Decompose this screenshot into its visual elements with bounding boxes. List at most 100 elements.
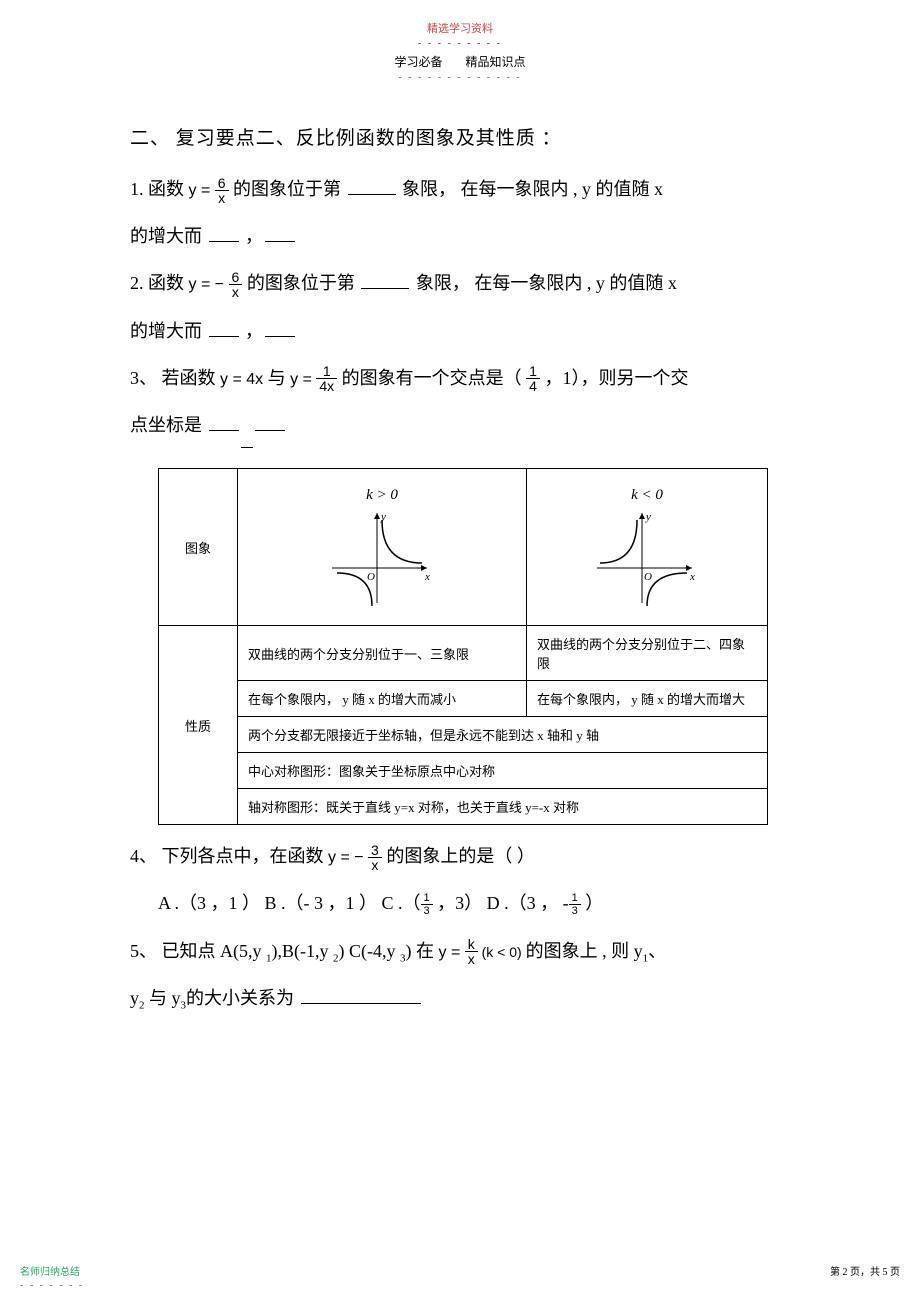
q1-comma: ， [241, 226, 264, 246]
q4-d-den: 3 [569, 905, 581, 917]
question-1-line2: 的增大而 ， [130, 215, 790, 258]
q3-blank1 [209, 412, 239, 431]
q3-eq2-pre: y = [290, 371, 316, 388]
graph-cell-k-neg: k < 0 x y O [527, 469, 768, 626]
cell-a2: 双曲线的两个分支分别位于二、四象限 [527, 626, 768, 681]
q1-blank3 [265, 223, 295, 242]
q1-den: x [215, 191, 229, 206]
q4-opts-b: ，3） D .（3 ， - [433, 893, 569, 913]
q3-eq2-num: 1 [316, 364, 337, 379]
q3-text-a: 3、 若函数 [130, 368, 220, 388]
q2-num: 6 [229, 270, 243, 285]
q3-blank-gap [241, 404, 253, 448]
hyperbola-pos-icon: x y O [327, 508, 437, 608]
question-4-options: A .（3 ，1 ） B .（- 3 ，1 ） C .（13 ，3） D .（3… [130, 882, 790, 925]
svg-text:O: O [367, 571, 375, 583]
question-2-line1: 2. 函数 y = − 6x 的图象位于第 象限， 在每一象限内 , y 的值随… [130, 262, 790, 305]
q3-pt-den: 4 [526, 379, 540, 394]
q1-fraction: 6x [215, 176, 229, 206]
svg-text:y: y [645, 511, 651, 523]
properties-table: 图象 k > 0 x y O k < 0 x [158, 468, 768, 825]
q1-eq-pre: y = [189, 182, 215, 199]
q4-text-a: 4、 下列各点中，在函数 [130, 846, 328, 866]
q5-eq-pre: y = [439, 944, 465, 961]
svg-text:O: O [644, 571, 652, 583]
q1-text-c: 象限， 在每一象限内 , y 的值随 x [402, 179, 663, 199]
q5l2-a: y [130, 988, 139, 1008]
q3-eq2-den: 4x [316, 379, 337, 394]
k-neg-label: k < 0 [537, 487, 757, 504]
svg-text:x: x [424, 571, 430, 583]
q5-fraction: kx [465, 937, 478, 967]
q5-eq-den: x [465, 952, 478, 967]
q3-pt-num: 1 [526, 364, 540, 379]
cell-e: 轴对称图形：既关于直线 y=x 对称，也关于直线 y=-x 对称 [238, 789, 768, 825]
q4-eq-pre: y = − [328, 849, 368, 866]
question-2-line2: 的增大而 ， [130, 310, 790, 353]
q2-text-b: 的图象位于第 [247, 273, 360, 293]
q5-a: 5、 已知点 A(5,y [130, 941, 266, 961]
q2-text-c: 象限， 在每一象限内 , y 的值随 x [416, 273, 677, 293]
q1-blank1 [348, 176, 396, 195]
cell-b1: 在每个象限内， y 随 x 的增大而减小 [238, 681, 527, 717]
page-header: 学习必备 精品知识点 [130, 53, 790, 70]
table-row1-label: 图象 [159, 469, 238, 626]
header-dashes: - - - - - - - - - - - - - [130, 72, 790, 83]
question-5-line2: y2 与 y3的大小关系为 [130, 977, 790, 1020]
q2-blank2 [209, 318, 239, 337]
q5-e: 的图象上 , 则 y [526, 941, 643, 961]
q4-frac-d: 13 [569, 893, 581, 917]
q4-den: x [368, 858, 382, 873]
hyperbola-neg-icon: x y O [592, 508, 702, 608]
cell-d: 中心对称图形：图象关于坐标原点中心对称 [238, 753, 768, 789]
q4-fraction: 3x [368, 843, 382, 873]
q2-text-d: 的增大而 [130, 321, 207, 341]
question-3-line2: 点坐标是 [130, 404, 790, 448]
k-pos-label: k > 0 [248, 487, 516, 504]
q5-blank [301, 985, 421, 1004]
section-title: 二、 复习要点二、反比例函数的图象及其性质 ： [130, 123, 790, 150]
question-5-line1: 5、 已知点 A(5,y 1),B(-1,y 2) C(-4,y 3) 在 y … [130, 930, 790, 973]
q5-eq-num: k [465, 937, 478, 952]
q1-num: 6 [215, 176, 229, 191]
q3-fraction-eq: 14x [316, 364, 337, 394]
q2-blank3 [265, 318, 295, 337]
q4-num: 3 [368, 843, 382, 858]
q3-text-e: 点坐标是 [130, 415, 207, 435]
svg-text:x: x [689, 571, 695, 583]
q2-eq-pre: y = − [189, 276, 229, 293]
q5l2-b: 与 y [145, 988, 181, 1008]
watermark-dots: - - - - - - - - - [130, 38, 790, 49]
q3-fraction-pt: 14 [526, 364, 540, 394]
q4-c-num: 1 [421, 893, 433, 905]
question-3-line1: 3、 若函数 y = 4x 与 y = 14x 的图象有一个交点是（ 14 ，1… [130, 357, 790, 400]
q4-c-den: 3 [421, 905, 433, 917]
header-left: 学习必备 [394, 53, 442, 70]
q4-opts-c: ） [581, 893, 604, 913]
q1-text-d: 的增大而 [130, 226, 207, 246]
watermark: 精选学习资料 [130, 20, 790, 36]
q5-c: ) C(-4,y [339, 941, 401, 961]
q2-fraction: 6x [229, 270, 243, 300]
q4-text-b: 的图象上的是（ ） [386, 846, 535, 866]
header-right: 精品知识点 [466, 53, 526, 70]
cell-c: 两个分支都无限接近于坐标轴，但是永远不能到达 x 轴和 y 轴 [238, 717, 768, 753]
q2-blank1 [361, 270, 409, 289]
q3-text-d: ，1），则另一个交 [544, 368, 688, 388]
graph-cell-k-pos: k > 0 x y O [238, 469, 527, 626]
svg-text:y: y [380, 511, 386, 523]
cell-b2: 在每个象限内， y 随 x 的增大而增大 [527, 681, 768, 717]
q5-d: ) 在 [406, 941, 439, 961]
q4-d-num: 1 [569, 893, 581, 905]
q2-comma: ， [241, 321, 264, 341]
page-footer: 名师归纳总结 第 2 页，共 5 页 - - - - - - - [20, 1263, 900, 1291]
q2-text-a: 2. 函数 [130, 273, 189, 293]
q3-text-b: 与 [268, 368, 291, 388]
q5-f: 、 [648, 941, 666, 961]
question-4-line1: 4、 下列各点中，在函数 y = − 3x 的图象上的是（ ） [130, 835, 790, 878]
q3-eq1: y = 4x [220, 371, 263, 388]
q4-frac-c: 13 [421, 893, 433, 917]
q3-blank2 [255, 412, 285, 431]
cell-a1: 双曲线的两个分支分别位于一、三象限 [238, 626, 527, 681]
q1-blank2 [209, 223, 239, 242]
